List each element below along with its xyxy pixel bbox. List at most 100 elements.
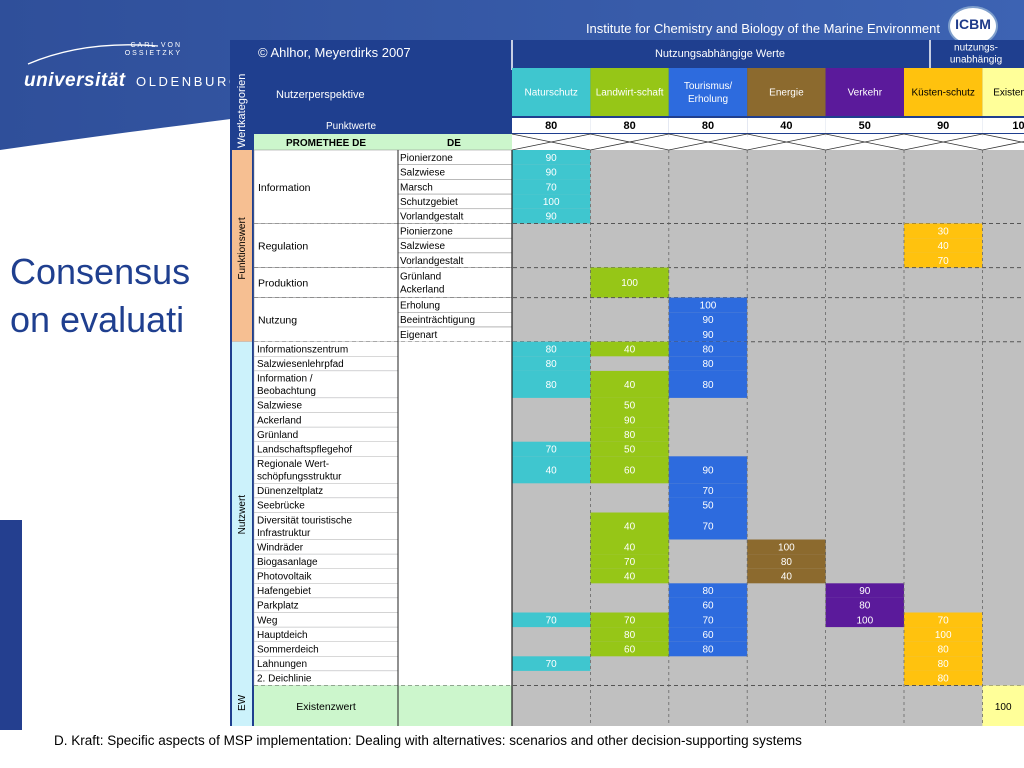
value-label: 70 [938, 615, 950, 626]
promethee-cross-icon [747, 133, 826, 151]
value-label: 80 [702, 380, 714, 391]
column-header-label: Naturschutz [525, 88, 578, 99]
nutz-row-label: Regionale Wert- [257, 459, 329, 470]
subcategory-label: Pionierzone [400, 226, 453, 237]
value-label: 90 [624, 415, 636, 426]
icbm-logo-text: ICBM [955, 16, 991, 32]
value-label: 80 [702, 359, 714, 370]
value-label: 70 [546, 445, 558, 456]
university-name: universität [24, 70, 126, 91]
promethee-cross-icon [982, 133, 1024, 151]
group-label: Regulation [258, 241, 308, 253]
subcategory-label: Vorlandgestalt [400, 256, 464, 267]
points-cell [825, 118, 904, 133]
column-header-cell [904, 68, 983, 116]
value-label: 80 [546, 345, 558, 356]
points-cell [668, 118, 748, 133]
category-label: EW [237, 694, 248, 711]
nutz-row-blank-cell [398, 397, 512, 413]
subcategory-label: Schutzgebiet [400, 197, 458, 208]
value-cell [512, 194, 591, 209]
value-cell [590, 568, 669, 584]
value-cell [512, 456, 591, 484]
value-cell [512, 208, 591, 224]
side-header-cell [232, 68, 250, 150]
points-cell [904, 118, 983, 133]
promethee-cross-icon [668, 133, 748, 151]
nutz-row-blank-cell [398, 441, 512, 457]
nutz-row-label-cell [253, 456, 399, 484]
value-cell [904, 612, 983, 628]
nutz-row-label: Weg [257, 615, 277, 626]
value-cell [668, 297, 748, 313]
points-cell [747, 118, 826, 133]
value-label: 60 [624, 465, 636, 476]
value-label: 100 [621, 278, 638, 289]
value-cell [590, 341, 669, 357]
value-label: 70 [702, 615, 714, 626]
value-cell [668, 312, 748, 327]
value-label: 60 [624, 645, 636, 656]
subcategory-label: Grünland [400, 272, 441, 283]
value-label: 100 [778, 542, 795, 553]
points-row-label: Punktwerte [326, 121, 376, 132]
nutz-row-label: Ackerland [257, 415, 301, 426]
logo-arc-icon [27, 44, 159, 65]
value-label: 60 [702, 630, 714, 641]
value-cell [590, 627, 669, 642]
column-header-label: Erholung [688, 94, 728, 105]
value-cell [904, 656, 983, 671]
nutz-row-label: 2. Deichlinie [257, 674, 312, 685]
value-cell [668, 627, 748, 642]
subcategory-label: Pionierzone [400, 153, 453, 164]
value-cell [512, 370, 591, 398]
value-cell [590, 539, 669, 555]
value-cell [668, 612, 748, 628]
value-label: 90 [702, 315, 714, 326]
value-cell [590, 412, 669, 428]
nutz-row-label: Salzwiesenlehrpfad [257, 359, 344, 370]
value-cell [590, 370, 669, 398]
group-cell [253, 223, 399, 268]
subcategory-label: Vorlandgestalt [400, 212, 464, 223]
nutz-row-blank-cell [398, 583, 512, 598]
value-label: 80 [546, 380, 558, 391]
ew-row-label-cell [254, 685, 398, 726]
nutz-row-blank-cell [398, 597, 512, 613]
university-logo: CARL VON OSSIETZKY universität OLDENBURG [24, 38, 239, 98]
value-cell [512, 656, 591, 671]
value-cell [668, 327, 748, 342]
value-cell [590, 267, 669, 298]
value-cell [512, 441, 591, 457]
nutz-row-label-cell [253, 512, 399, 540]
value-label: 70 [702, 522, 714, 533]
value-label: 60 [702, 601, 714, 612]
evaluation-table: © Ahlhor, Meyerdirks 2007 Nutzungsabhängi… [230, 40, 1024, 726]
value-label: 80 [938, 645, 950, 656]
nutz-row-blank-cell [398, 512, 512, 540]
left-accent-bar [0, 520, 22, 730]
nutz-row-label: Seebrücke [257, 501, 305, 512]
subcategory-label: Eigenart [400, 330, 437, 341]
points-value: 80 [545, 120, 557, 132]
value-label: 80 [702, 586, 714, 597]
category-band [232, 341, 252, 686]
nutz-row-label: Beobachtung [257, 386, 316, 397]
value-cell [512, 150, 591, 165]
value-label: 70 [702, 486, 714, 497]
column-header-label: Existenzwert [993, 88, 1024, 99]
value-label: 40 [624, 345, 636, 356]
value-cell [904, 223, 983, 239]
nutz-row-blank-cell [398, 641, 512, 657]
value-cell [512, 612, 591, 628]
nutz-row-label-cell [253, 370, 399, 399]
subcategory-label: Erholung [400, 300, 440, 311]
category-label: Funktionswert [237, 217, 248, 279]
value-cell [512, 356, 591, 371]
subcategory-label: Salzwiese [400, 241, 445, 252]
value-label: 70 [546, 182, 558, 193]
value-cell [590, 456, 669, 484]
value-label: 80 [702, 645, 714, 656]
subcategory-label: Marsch [400, 182, 433, 193]
points-value: 80 [623, 120, 635, 132]
